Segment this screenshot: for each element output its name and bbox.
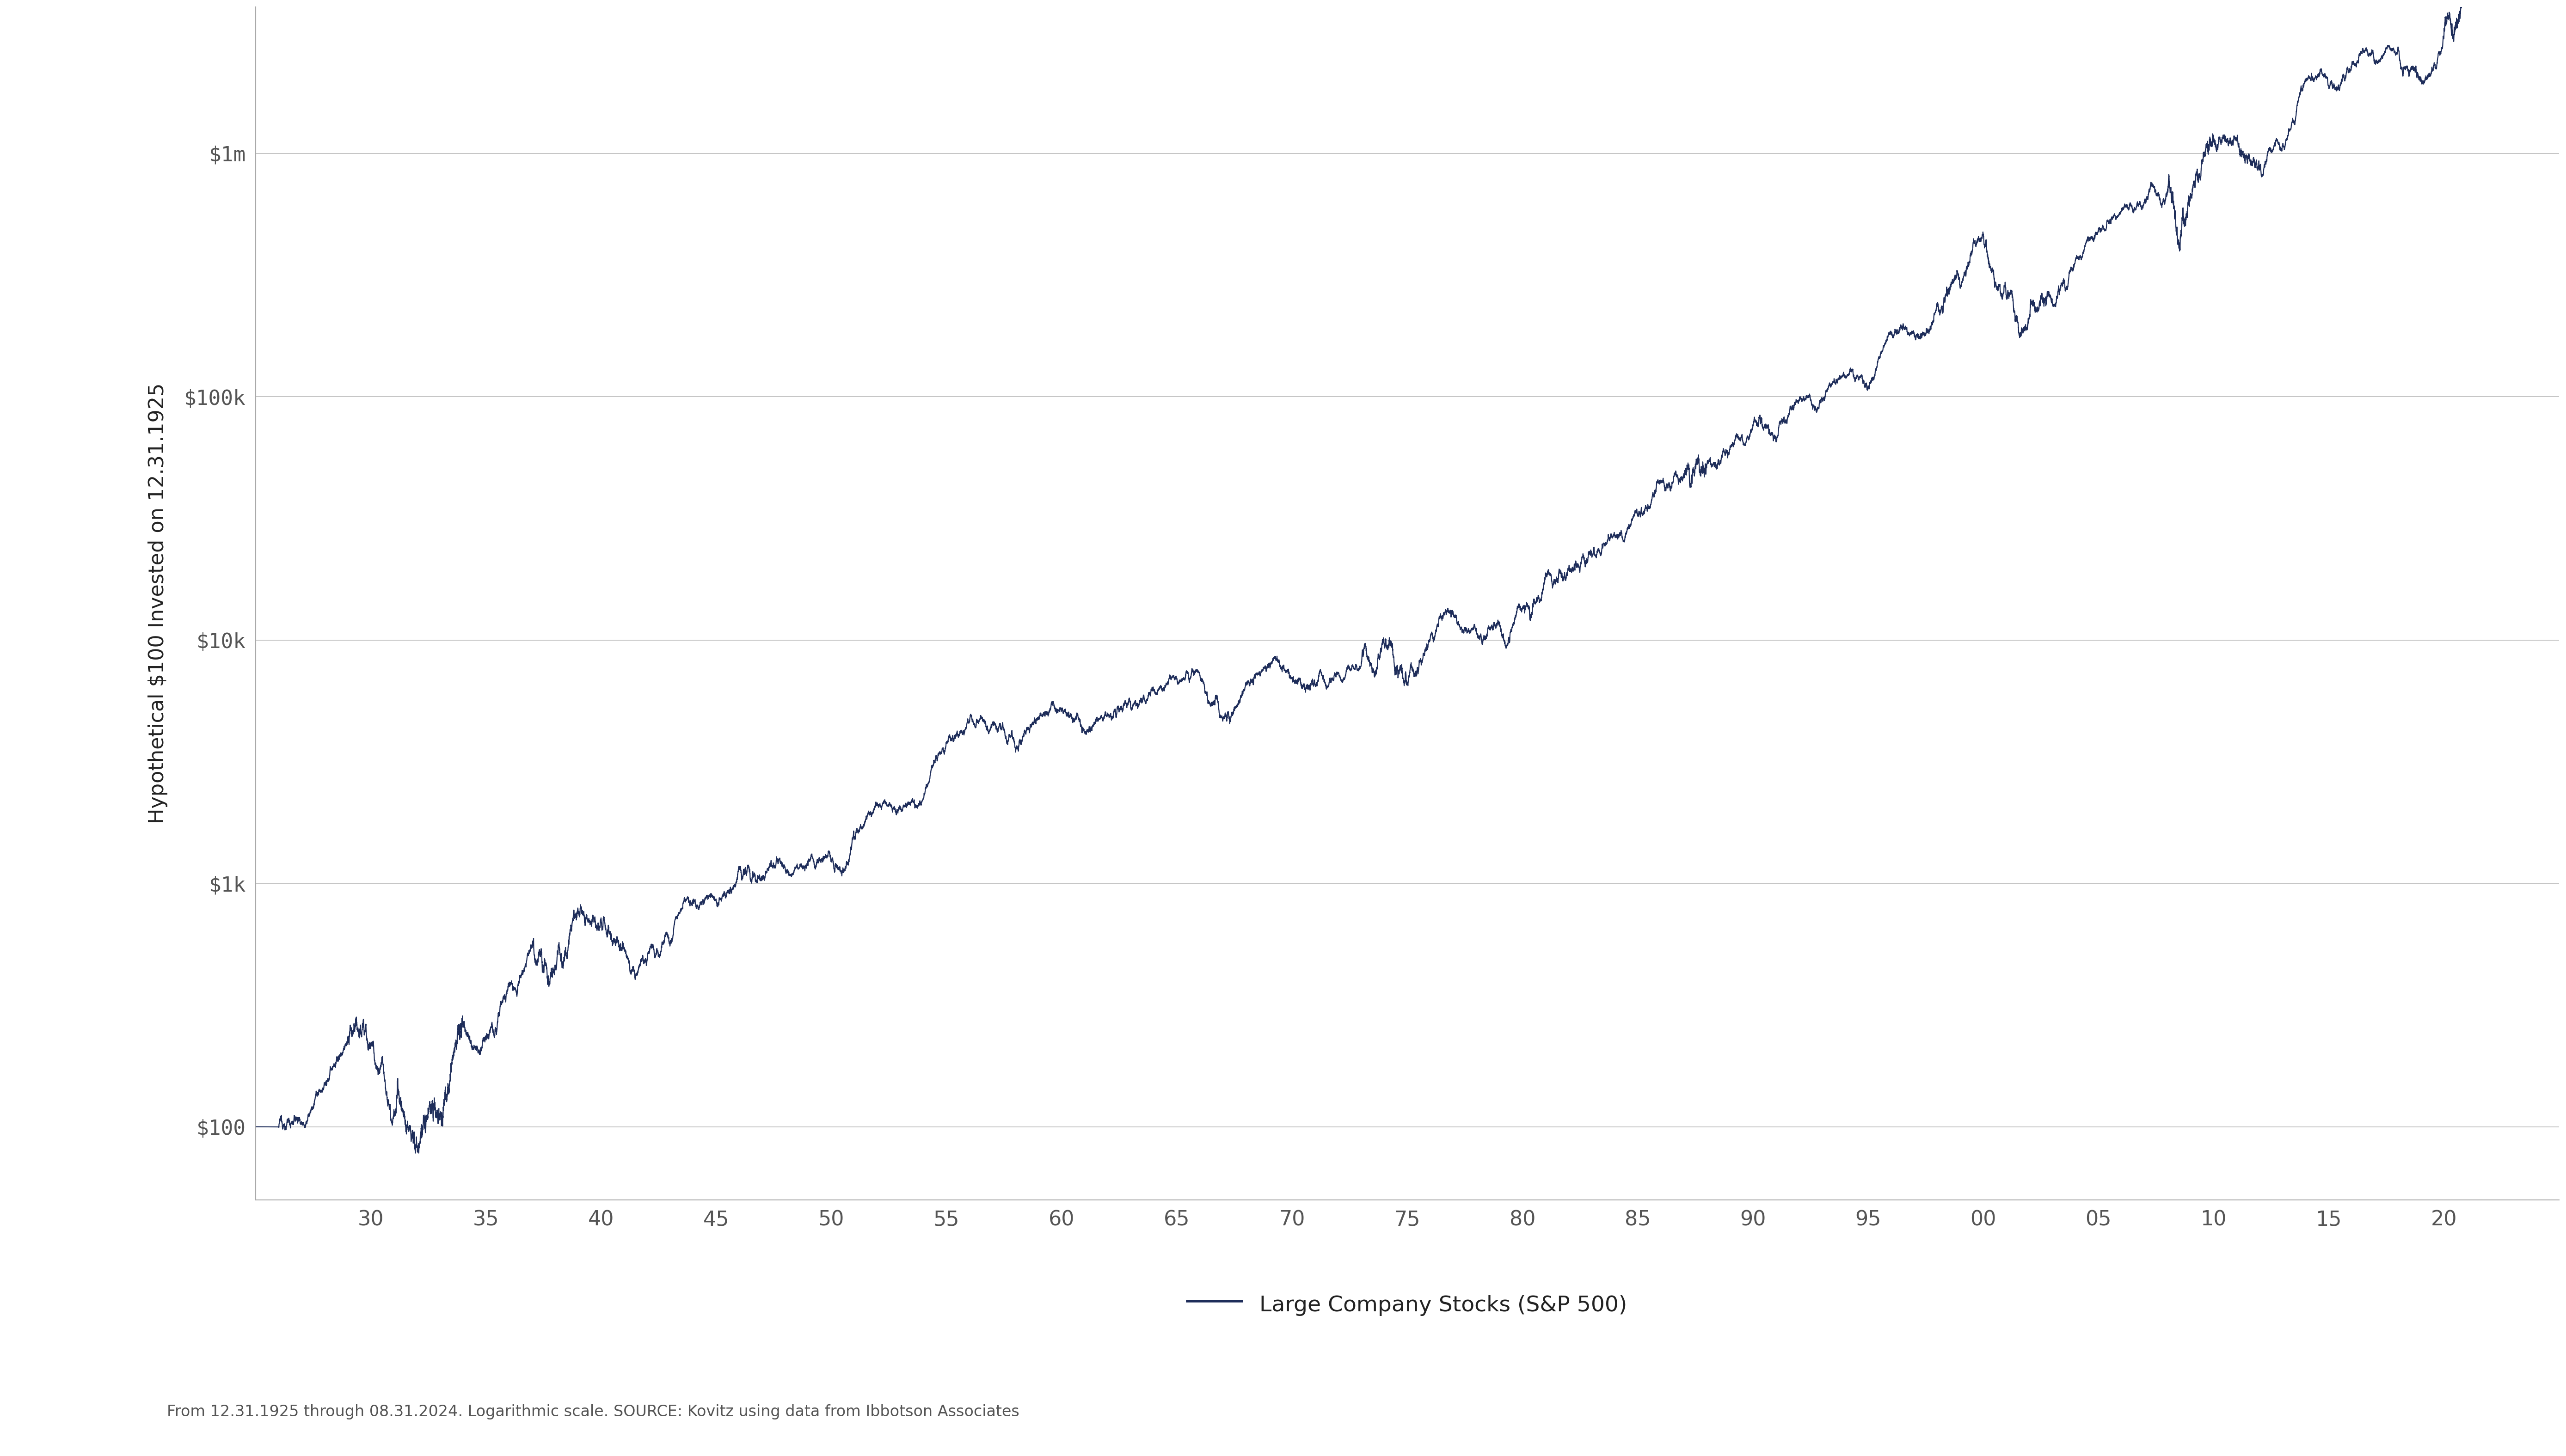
Legend: Large Company Stocks (S&P 500): Large Company Stocks (S&P 500) [1178, 1283, 1637, 1326]
Y-axis label: Hypothetical $100 Invested on 12.31.1925: Hypothetical $100 Invested on 12.31.1925 [149, 383, 167, 824]
Text: From 12.31.1925 through 08.31.2024. Logarithmic scale. SOURCE: Kovitz using data: From 12.31.1925 through 08.31.2024. Loga… [167, 1405, 1019, 1420]
